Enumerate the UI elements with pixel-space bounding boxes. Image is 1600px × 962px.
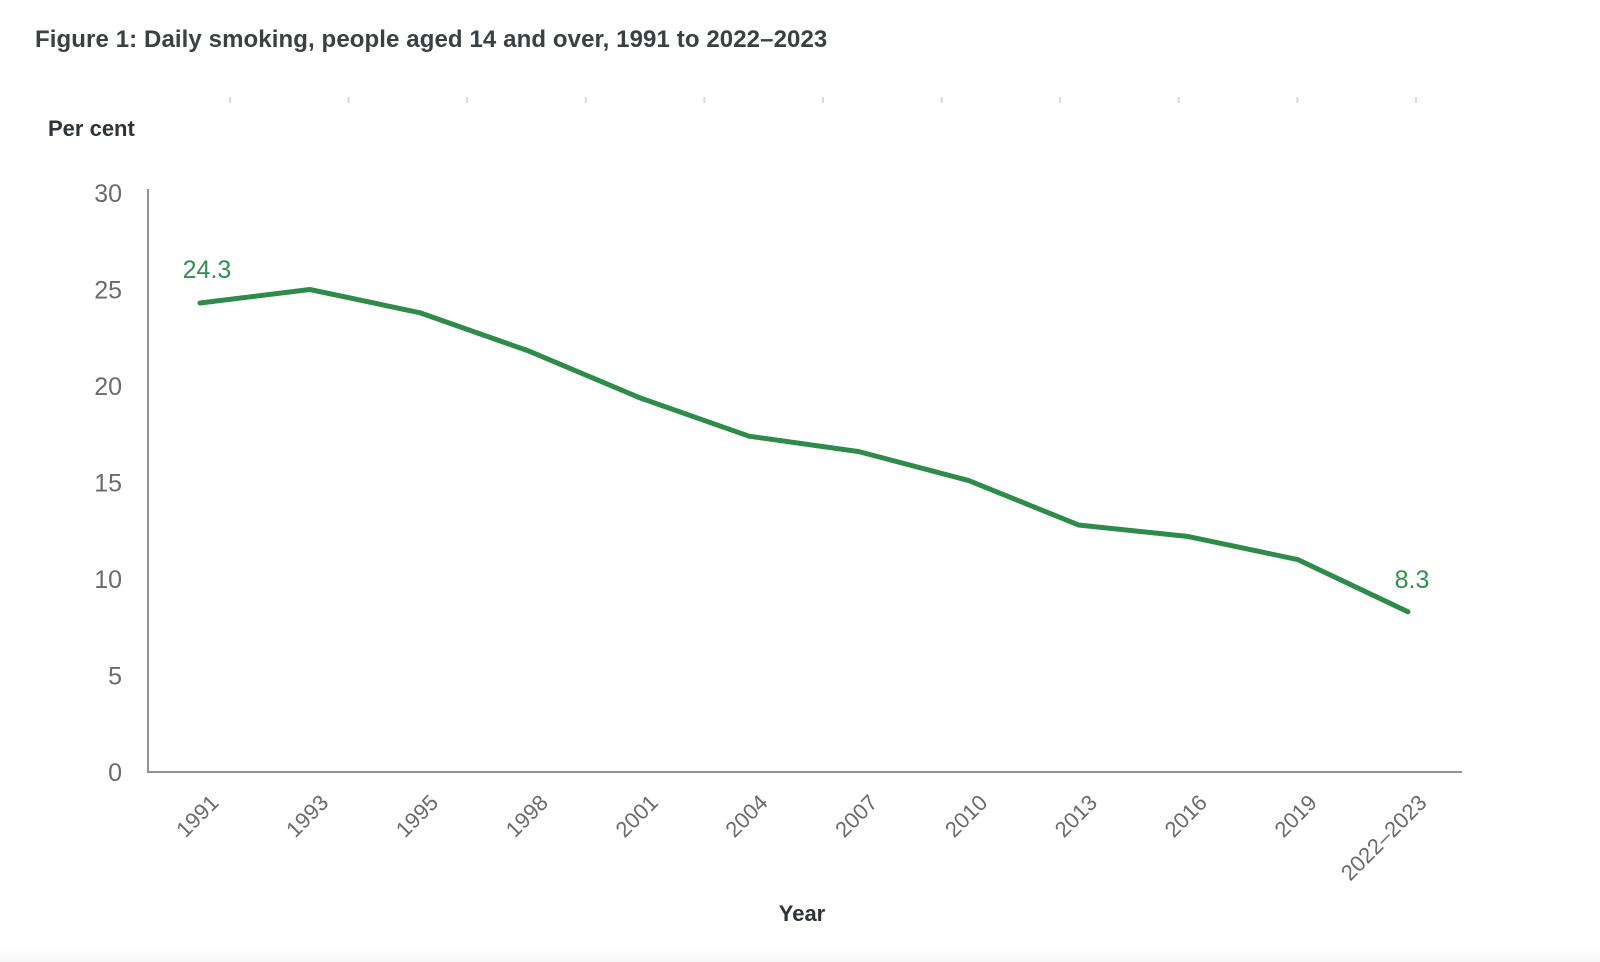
x-tick-label: 2004 xyxy=(720,790,772,842)
x-tick-label: 1993 xyxy=(281,790,333,842)
x-tick-label: 1995 xyxy=(391,790,443,842)
page-bottom-strip xyxy=(0,946,1600,962)
x-tick-label: 2016 xyxy=(1160,790,1212,842)
x-tick-label: 2019 xyxy=(1269,790,1321,842)
figure-title: Figure 1: Daily smoking, people aged 14 … xyxy=(35,26,828,53)
y-tick-label: 15 xyxy=(94,470,122,498)
x-tick-label: 1998 xyxy=(501,790,553,842)
x-tick-label: 1991 xyxy=(171,790,223,842)
y-tick-label: 30 xyxy=(94,180,122,208)
data-label-last: 8.3 xyxy=(1395,566,1430,594)
x-tick-label: 2010 xyxy=(940,790,992,842)
y-axis-title: Per cent xyxy=(48,116,135,141)
data-label-first: 24.3 xyxy=(183,256,232,284)
y-tick-label: 25 xyxy=(94,277,122,305)
x-tick-label: 2001 xyxy=(611,790,663,842)
y-tick-label: 5 xyxy=(108,663,122,691)
x-tick-label: 2022–2023 xyxy=(1336,790,1432,886)
smoking-trend-line xyxy=(197,287,1411,615)
y-tick-label: 10 xyxy=(94,566,122,594)
x-tick-label: 2013 xyxy=(1050,790,1102,842)
y-tick-label: 20 xyxy=(94,373,122,401)
x-tick-label: 2007 xyxy=(830,790,882,842)
x-axis-title: Year xyxy=(778,901,826,926)
y-tick-label: 0 xyxy=(108,759,122,787)
